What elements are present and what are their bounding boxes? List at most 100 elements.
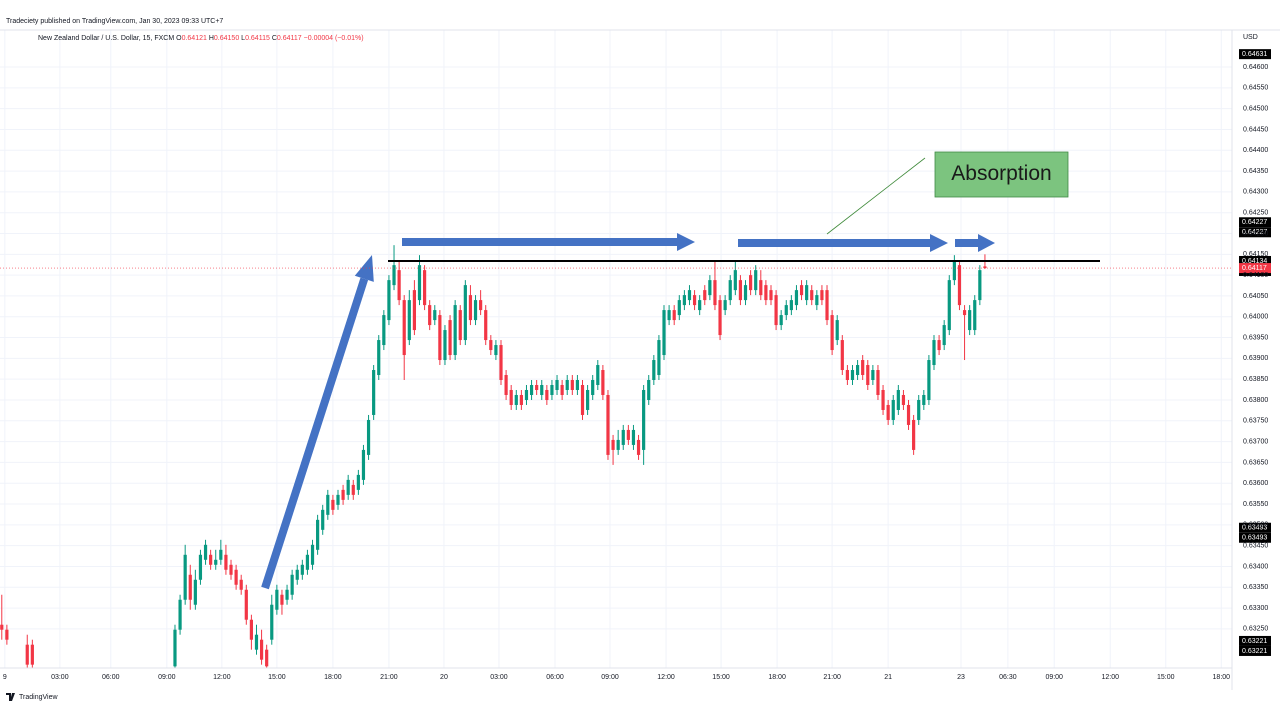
candle-body (295, 569, 299, 580)
candle-body (962, 310, 967, 316)
price-label: 0.63221 (1242, 638, 1267, 645)
price-label-box (1239, 635, 1271, 646)
candle-body (881, 389, 885, 410)
candle-body (626, 429, 630, 440)
y-tick-label: 0.63300 (1243, 605, 1268, 612)
candle-body (555, 380, 559, 390)
price-label: 0.64227 (1242, 219, 1267, 226)
x-tick-label: 18:00 (1213, 674, 1231, 681)
legend-value: 0.64115 (245, 35, 270, 42)
candle-body (438, 315, 442, 361)
candle-body (871, 370, 875, 381)
candle-body (662, 310, 666, 356)
candle-body (214, 559, 218, 565)
candle-body (749, 275, 753, 291)
candle-body (703, 290, 707, 301)
candle-body (652, 360, 656, 381)
candle-body (794, 290, 799, 306)
candle-body (193, 579, 197, 605)
candle-body (209, 554, 213, 565)
legend: New Zealand Dollar / U.S. Dollar, 15, FX… (38, 35, 364, 42)
header: Tradeciety published on TradingView.com,… (6, 18, 223, 25)
y-tick-label: 0.63850 (1243, 376, 1268, 383)
candle-body (932, 340, 936, 366)
x-tick-label: 06:00 (102, 674, 120, 681)
candle-body (372, 370, 376, 415)
candle-body (239, 579, 243, 590)
candle-body (382, 315, 386, 346)
candle-body (229, 564, 233, 575)
candle-body (718, 300, 722, 336)
candle-body (917, 399, 921, 420)
candle-body (30, 644, 34, 665)
candle-body (402, 300, 406, 356)
candle-body (596, 365, 600, 385)
candle-body (901, 394, 906, 405)
legend-key: L (241, 35, 245, 42)
candle-body (356, 474, 360, 490)
y-tick-label: 0.63650 (1243, 459, 1268, 466)
candle-body (280, 594, 284, 605)
candle-body (973, 300, 977, 331)
candle-body (234, 569, 238, 585)
y-tick-label: 0.64450 (1243, 126, 1268, 133)
arrows (261, 233, 995, 590)
candle-body (524, 389, 529, 400)
y-tick-label: 0.64250 (1243, 210, 1268, 217)
candle-body (713, 280, 717, 306)
candle-body (305, 554, 310, 570)
candle-body (346, 479, 350, 495)
candle-body (473, 300, 478, 321)
candle-body (850, 370, 855, 381)
candle-body (244, 589, 248, 620)
candle-body (407, 300, 411, 341)
y-tick-label: 0.64350 (1243, 168, 1268, 175)
candle-body (540, 384, 544, 395)
candle-body (326, 494, 330, 515)
candle-body (259, 639, 264, 660)
candle-body (351, 484, 355, 495)
candle-body (377, 340, 381, 376)
candle-body (361, 449, 366, 480)
candle-body (957, 265, 962, 306)
candle-body (779, 315, 783, 326)
y-tick-label: 0.63500 (1243, 522, 1268, 529)
candle-body (25, 644, 29, 665)
candle-body (631, 429, 636, 445)
legend-key: O (176, 35, 182, 42)
candle-body (815, 295, 819, 306)
candle-body (805, 285, 809, 301)
y-tick-label: 0.63550 (1243, 501, 1268, 508)
candle-body (759, 280, 763, 296)
price-label-box (1239, 255, 1271, 266)
candle-body (183, 554, 187, 600)
candle-body (417, 265, 422, 301)
arrow-shaft (738, 239, 930, 247)
candle-body (316, 519, 320, 550)
y-tick-label: 0.63350 (1243, 584, 1268, 591)
candle-body (397, 270, 401, 301)
candle-body (876, 370, 880, 395)
candle-body (336, 494, 340, 505)
legend-value: 0.64117 (277, 35, 302, 42)
candle-body (178, 599, 182, 630)
candle-body (504, 375, 508, 395)
candle-body (922, 394, 926, 405)
candle-body (733, 270, 737, 291)
candle-body (912, 419, 916, 450)
candle-body (275, 589, 279, 610)
price-label: 0.64631 (1242, 51, 1267, 58)
legend-value: 0.64150 (214, 35, 239, 42)
candle-body (198, 554, 203, 580)
y-axis-label: USD (1243, 34, 1258, 41)
candle-body (188, 574, 192, 600)
x-tick-label: 9 (3, 674, 7, 681)
y-tick-label: 0.64100 (1243, 272, 1268, 279)
y-tick-label: 0.64150 (1243, 251, 1268, 258)
candle-body (728, 280, 732, 301)
candle-body (942, 325, 946, 346)
callout-box (934, 151, 1069, 198)
price-label-box (1239, 49, 1271, 60)
candle-body (845, 370, 849, 381)
